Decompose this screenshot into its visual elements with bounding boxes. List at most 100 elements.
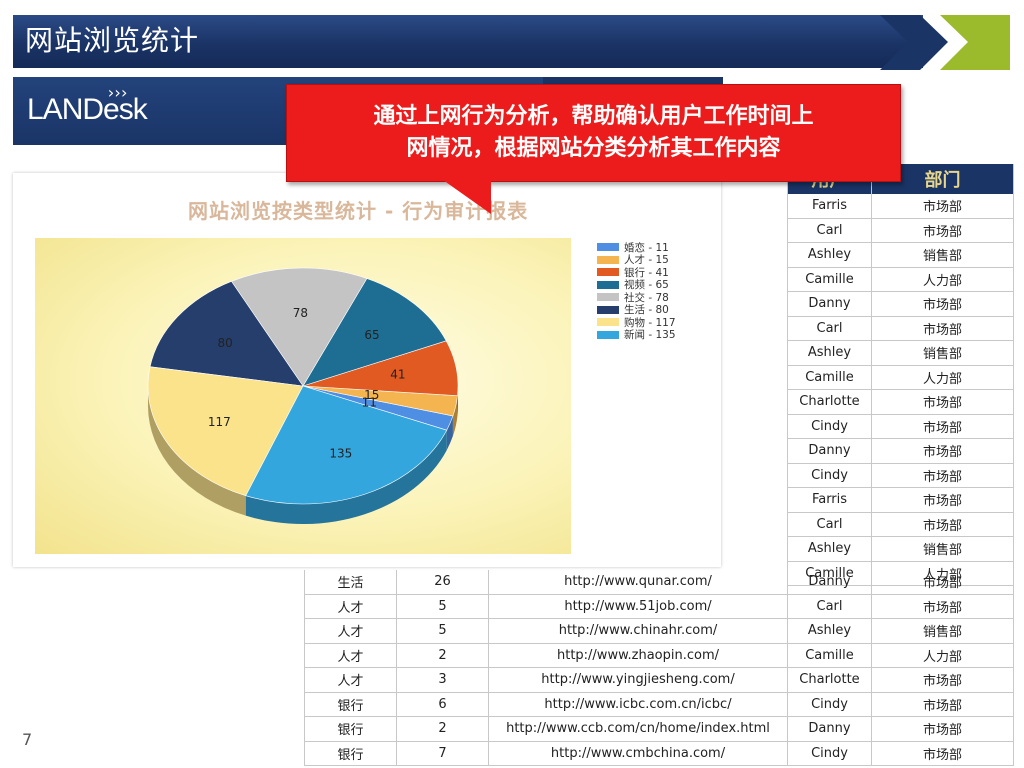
chart-legend: 婚恋 - 11 人才 - 15 银行 - 41 视频 - 65 社交 - 78 生活 - … [597, 241, 676, 341]
user-cell: Charlotte [787, 389, 872, 415]
table-row: Charlotte 市场部 [787, 389, 1014, 415]
callout-line-2: 网情况，根据网站分类分析其工作内容 [406, 136, 781, 161]
table-row: Farris 市场部 [787, 487, 1014, 513]
legend-label: 人才 - 15 [624, 254, 669, 267]
chevron-arrow-icon [880, 15, 1010, 70]
url-cell: http://www.qunar.com/ [488, 570, 788, 595]
callout-bubble: 通过上网行为分析，帮助确认用户工作时间上 网情况，根据网站分类分析其工作内容 [286, 84, 901, 182]
user-cell: Farris [787, 194, 872, 219]
dept-cell: 市场部 [871, 194, 1014, 219]
dept-cell: 市场部 [871, 438, 1014, 464]
user-cell: Carl [787, 512, 872, 537]
page-number: 7 [22, 730, 33, 749]
user-cell: Danny [787, 716, 872, 742]
legend-item: 视频 - 65 [597, 279, 676, 291]
chart-panel: 网站浏览按类型统计 - 行为审计报表 11 15 41 65 78 80 117 135 婚恋… [13, 173, 721, 567]
legend-swatch [597, 268, 619, 277]
dept-cell: 市场部 [871, 414, 1014, 439]
user-cell: Camille [787, 643, 872, 668]
url-cell: http://www.cmbchina.com/ [488, 741, 788, 766]
user-cell: Cindy [787, 692, 872, 717]
table-row: 银行 7 http://www.cmbchina.com/Cindy 市场部 [304, 741, 1014, 766]
user-cell: Ashley [787, 536, 872, 562]
dept-cell: 市场部 [871, 291, 1014, 317]
dept-cell: 市场部 [871, 667, 1014, 693]
table-row: Ashley 销售部 [787, 340, 1014, 366]
table-row: 银行 2 http://www.ccb.com/cn/home/index.html… [304, 716, 1014, 742]
dept-cell: 市场部 [871, 512, 1014, 537]
legend-swatch [597, 305, 619, 314]
table-row: 人才 5 http://www.chinahr.com/Ashley 销售部 [304, 618, 1014, 644]
legend-swatch [597, 255, 619, 264]
dept-cell: 市场部 [871, 716, 1014, 742]
count-cell: 3 [396, 667, 489, 693]
count-cell: 26 [396, 570, 489, 595]
legend-item: 社交 - 78 [597, 291, 676, 304]
dept-cell: 销售部 [871, 618, 1014, 644]
count-cell: 2 [396, 716, 489, 742]
table-row: Carl 市场部 [787, 218, 1014, 243]
pie-slice-side [446, 415, 453, 451]
table-row: 人才 5 http://www.51job.com/Carl 市场部 [304, 594, 1014, 619]
user-cell: Farris [787, 487, 872, 513]
dept-cell: 市场部 [871, 463, 1014, 488]
legend-item: 婚恋 - 11 [597, 241, 676, 254]
legend-swatch [597, 318, 619, 327]
user-cell: Cindy [787, 414, 872, 439]
table-row: Farris 市场部 [787, 194, 1014, 219]
table-row: Cindy 市场部 [787, 463, 1014, 488]
dept-cell: 市场部 [871, 389, 1014, 415]
user-cell: Cindy [787, 741, 872, 766]
pie-slice-side [452, 395, 458, 436]
pie-slice [147, 366, 304, 497]
count-cell: 6 [396, 692, 489, 717]
legend-item: 人才 - 15 [597, 254, 676, 267]
category-cell: 银行 [304, 692, 397, 717]
legend-item: 银行 - 41 [597, 266, 676, 279]
pie-data-label: 80 [218, 336, 233, 350]
user-cell: Danny [787, 570, 872, 595]
category-cell: 银行 [304, 741, 397, 766]
table-row: Cindy 市场部 [787, 414, 1014, 439]
pie-data-label: 11 [362, 396, 377, 410]
pie-slice [149, 280, 304, 387]
browse-log-table: 生活 26 http://www.qunar.com/Danny 市场部 人才 5 http… [304, 570, 1014, 766]
dept-cell: 市场部 [871, 570, 1014, 595]
table-row: 人才 2 http://www.zhaopin.com/Camille 人力部 [304, 643, 1014, 668]
user-dept-table: 用户 部门 Farris市场部Carl市场部Ashley销售部Camille人力… [787, 164, 1014, 586]
url-cell: http://www.icbc.com.cn/icbc/ [488, 692, 788, 717]
count-cell: 5 [396, 618, 489, 644]
pie-slice [302, 278, 447, 387]
pie-slice [231, 267, 368, 387]
pie-data-label: 41 [390, 368, 405, 382]
landesk-logo: LANDesk [27, 93, 148, 126]
pie-slice-side [148, 386, 246, 516]
count-cell: 2 [396, 643, 489, 668]
category-cell: 人才 [304, 618, 397, 644]
table-row: Danny 市场部 [787, 438, 1014, 464]
table-row: 银行 6 http://www.icbc.com.cn/icbc/Cindy 市场部 [304, 692, 1014, 717]
table-row: Carl 市场部 [787, 316, 1014, 341]
legend-swatch [597, 280, 619, 289]
legend-swatch [597, 330, 619, 339]
legend-label: 新闻 - 135 [624, 329, 676, 342]
dept-cell: 市场部 [871, 692, 1014, 717]
url-cell: http://www.chinahr.com/ [488, 618, 788, 644]
category-cell: 人才 [304, 643, 397, 668]
url-cell: http://www.yingjiesheng.com/ [488, 667, 788, 693]
pie-data-label: 65 [364, 328, 379, 342]
category-cell: 人才 [304, 594, 397, 619]
dept-cell: 市场部 [871, 487, 1014, 513]
legend-label: 银行 - 41 [624, 266, 669, 279]
url-cell: http://www.zhaopin.com/ [488, 643, 788, 668]
dept-cell: 人力部 [871, 365, 1014, 390]
dept-cell: 销售部 [871, 536, 1014, 562]
table-row: Carl 市场部 [787, 512, 1014, 537]
user-cell: Danny [787, 291, 872, 317]
pie-slice-side [245, 430, 447, 524]
pie-data-label: 135 [329, 446, 352, 460]
user-cell: Camille [787, 365, 872, 390]
dept-cell: 销售部 [871, 340, 1014, 366]
pie-data-label: 117 [208, 415, 231, 429]
